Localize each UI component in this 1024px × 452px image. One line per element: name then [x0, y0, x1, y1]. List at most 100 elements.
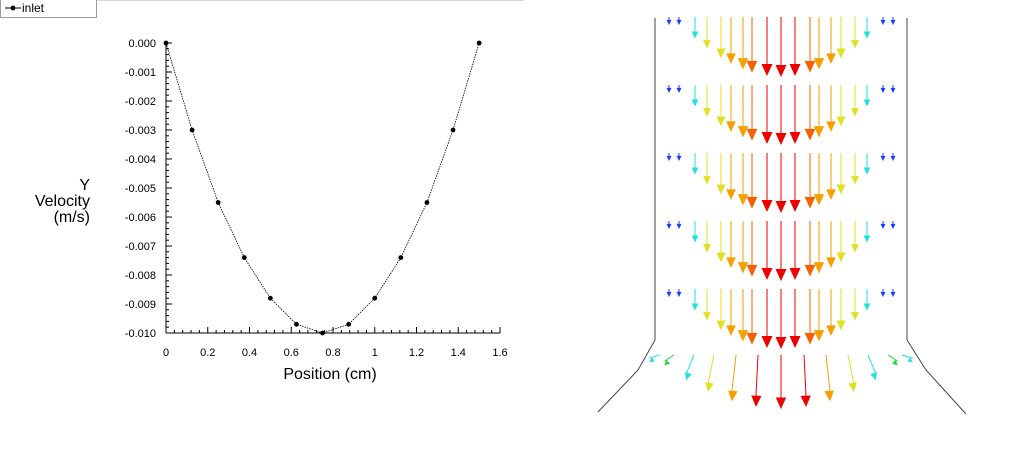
y-tick-label: -0.010 — [125, 328, 156, 340]
data-point — [372, 295, 378, 301]
velocity-vector-head — [775, 337, 787, 349]
velocity-vector-head — [836, 320, 846, 331]
x-tick-label: 0.2 — [200, 347, 215, 359]
velocity-vector-head — [870, 372, 877, 381]
x-tick-label: 0.6 — [284, 347, 299, 359]
velocity-vector-head — [716, 252, 726, 263]
velocity-vector-head — [676, 19, 682, 25]
velocity-vector-head — [804, 264, 816, 277]
velocity-vector-head — [826, 121, 836, 132]
velocity-vector-head — [716, 48, 726, 59]
x-tick-label: 0 — [163, 347, 169, 359]
velocity-vector-head — [691, 167, 699, 175]
velocity-vector-head — [789, 199, 801, 212]
velocity-vector-head — [826, 257, 836, 268]
right-wall — [906, 18, 967, 415]
velocity-vector-head — [836, 184, 846, 195]
velocity-vector-head — [726, 121, 736, 132]
velocity-vector — [685, 354, 695, 374]
velocity-vector-head — [691, 235, 699, 243]
velocity-vector-head — [737, 58, 749, 70]
velocity-vector-head — [880, 155, 886, 161]
velocity-vector-head — [666, 19, 672, 25]
velocity-vector-head — [676, 87, 682, 93]
velocity-vector-head — [907, 357, 913, 363]
velocity-vector-head — [804, 128, 816, 141]
velocity-vector-head — [813, 262, 825, 274]
velocity-vector-head — [716, 184, 726, 195]
velocity-vector-head — [666, 291, 672, 297]
velocity-vector-head — [737, 262, 749, 274]
velocity-vector — [803, 354, 807, 397]
y-tick-label: 0.000 — [128, 38, 156, 50]
velocity-vector-head — [824, 390, 834, 402]
velocity-vector-head — [737, 330, 749, 342]
velocity-vector — [847, 354, 855, 384]
velocity-vector-head — [826, 189, 836, 200]
velocity-vector-head — [666, 155, 672, 161]
velocity-vector-head — [761, 335, 773, 348]
velocity-vector-head — [716, 320, 726, 331]
velocity-vector-head — [761, 267, 773, 280]
velocity-vector-head — [813, 330, 825, 342]
data-point — [424, 200, 430, 205]
velocity-vector-head — [804, 196, 816, 209]
velocity-vector — [755, 354, 759, 397]
velocity-vector-head — [848, 382, 857, 392]
velocity-vector-head — [703, 312, 711, 321]
velocity-vector-head — [761, 199, 773, 212]
velocity-vector-head — [649, 357, 655, 363]
velocity-vector-head — [880, 223, 886, 229]
velocity-vector — [901, 354, 914, 359]
y-tick-label: -0.004 — [125, 154, 156, 166]
velocity-vector-head — [826, 325, 836, 336]
velocity-vector-head — [775, 269, 787, 281]
velocity-vector-head — [746, 60, 758, 73]
data-point — [215, 200, 221, 205]
velocity-vector-head — [703, 108, 711, 117]
x-axis-label: Position (cm) — [283, 366, 377, 383]
data-point — [346, 321, 352, 327]
legend-box: inlet — [0, 0, 97, 18]
velocity-vector — [648, 354, 661, 359]
velocity-vector-head — [836, 252, 846, 263]
y-tick-label: -0.007 — [125, 241, 156, 253]
velocity-vector-head — [676, 291, 682, 297]
velocity-vector-head — [726, 325, 736, 336]
line-chart: 0.000 -0.001 -0.002 -0.003 -0.004 -0.005 -0.00… — [125, 38, 508, 359]
velocity-vector — [731, 354, 737, 392]
data-point — [241, 255, 247, 260]
velocity-vector-head — [813, 58, 825, 70]
velocity-vector-head — [775, 201, 787, 213]
velocity-vector-head — [691, 99, 699, 107]
data-point — [320, 330, 325, 336]
velocity-vector-head — [891, 359, 898, 366]
x-tick-label: 0.8 — [325, 347, 340, 359]
data-point — [398, 255, 404, 260]
velocity-vector-head — [746, 128, 758, 141]
y-axis-label-line: Y — [79, 177, 90, 194]
velocity-vector-head — [726, 257, 736, 268]
velocity-vector-head — [800, 395, 811, 407]
velocity-vector — [664, 354, 675, 362]
velocity-vector-head — [880, 87, 886, 93]
velocity-vector-head — [836, 48, 846, 59]
velocity-vector-head — [703, 176, 711, 185]
velocity-vector-head — [813, 126, 825, 138]
velocity-vector-head — [676, 155, 682, 161]
velocity-vector-head — [775, 65, 787, 77]
velocity-vector-head — [737, 194, 749, 206]
velocity-vector-head — [826, 53, 836, 64]
data-point — [189, 127, 195, 133]
velocity-vector-head — [890, 291, 896, 297]
y-tick-label: -0.009 — [125, 299, 156, 311]
velocity-vector-head — [863, 235, 871, 243]
velocity-vector-head — [863, 31, 871, 39]
velocity-vector-head — [863, 167, 871, 175]
velocity-vector-head — [851, 40, 859, 49]
series-line — [165, 42, 480, 334]
y-axis-label-line: (m/s) — [53, 209, 90, 226]
velocity-vector-head — [775, 133, 787, 145]
data-point — [267, 295, 273, 301]
y-axis-label: Y Velocity (m/s) — [14, 178, 90, 226]
